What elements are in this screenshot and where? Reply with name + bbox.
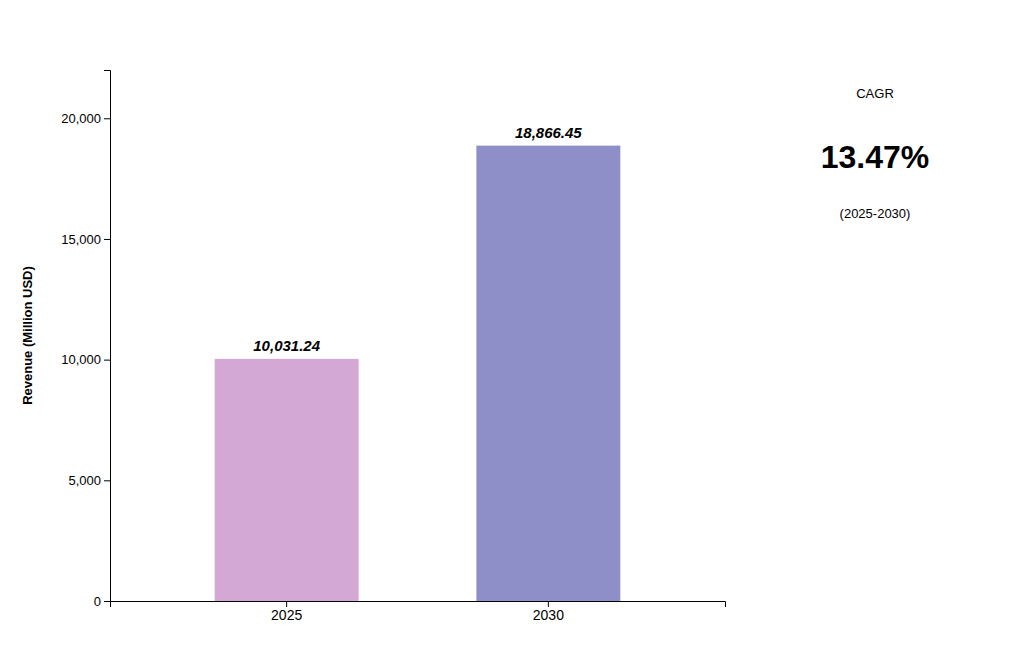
annotation: CAGR [856,86,894,101]
x-tick: 2030 [533,601,564,623]
y-axis: 0 5,000 10,000 15,000 20,000 [61,71,110,609]
y-tick: 15,000 [61,232,110,247]
y-tick: 10,000 [61,352,110,367]
y-axis-title: Revenue (Million USD) [20,266,35,405]
bar [215,359,359,601]
x-tick-label: 2030 [533,607,564,623]
annotations: CAGR 13.47% (2025-2030) [821,86,930,221]
data-label: 10,031.24 [253,337,320,354]
y-tick: 20,000 [61,111,110,126]
annotation: 13.47% [821,139,930,175]
y-tick-mark [104,360,110,361]
x-axis-line [111,602,726,608]
y-tick-mark [104,601,110,602]
y-tick-label: 5,000 [68,473,101,488]
y-tick-mark [104,239,110,240]
x-tick: 2025 [271,601,302,623]
chart: 0 5,000 10,000 15,000 20,000 2025 2030 10,031.2… [0,0,1025,671]
data-labels: 10,031.24 18,866.45 [253,124,582,354]
bars [215,146,621,601]
y-tick: 5,000 [68,473,110,488]
plot: 0 5,000 10,000 15,000 20,000 2025 2030 10,031.2… [61,71,725,623]
bar [476,146,620,601]
annotation: (2025-2030) [840,206,911,221]
y-tick-label: 15,000 [61,232,101,247]
y-tick-mark [104,480,110,481]
x-axis: 2025 2030 [111,601,726,623]
y-tick-mark [104,118,110,119]
y-axis-line [104,71,111,602]
y-tick-label: 0 [94,594,101,609]
y-tick-label: 10,000 [61,352,101,367]
y-tick-label: 20,000 [61,111,101,126]
y-tick: 0 [94,594,110,609]
x-tick-label: 2025 [271,607,302,623]
data-label: 18,866.45 [515,124,582,141]
